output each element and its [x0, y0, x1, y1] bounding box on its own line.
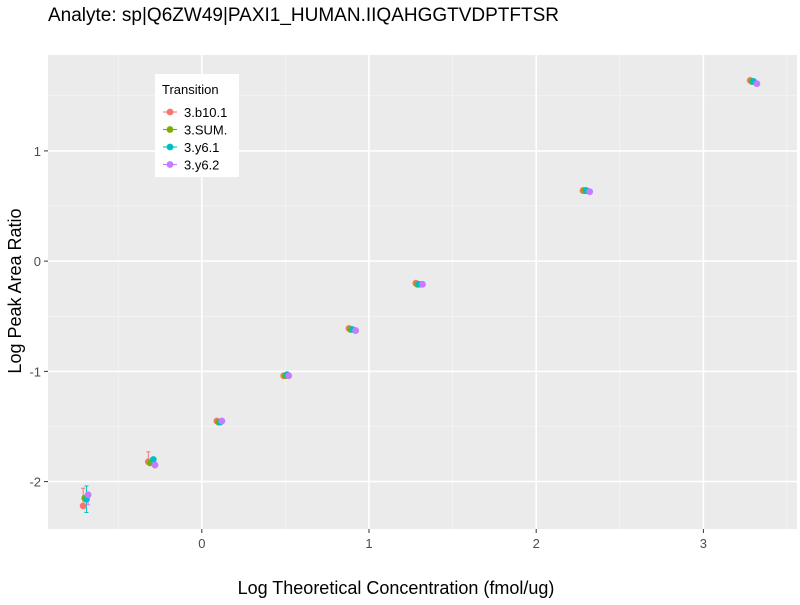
data-point	[79, 502, 87, 510]
legend-key-point	[166, 143, 174, 151]
data-point	[218, 417, 226, 425]
y-tick-label: 1	[34, 144, 41, 159]
data-point	[84, 491, 92, 499]
y-tick-label: -1	[29, 364, 41, 379]
legend-label: 3.y6.2	[184, 158, 219, 173]
legend-items: 3.b10.1 3.SUM. 3.y6.1 3.y6.2	[163, 105, 227, 173]
legend-key-point	[166, 108, 174, 116]
data-point	[419, 280, 426, 288]
data-point	[151, 461, 159, 469]
data-point	[285, 372, 293, 380]
data-point	[352, 327, 360, 334]
axis-layer: 0 1 2 3 -2 -1 0 1	[29, 144, 707, 551]
y-tick-label: 0	[34, 254, 41, 269]
x-axis-label: Log Theoretical Concentration (fmol/ug)	[238, 578, 555, 598]
chart-title: Analyte: sp|Q6ZW49|PAXI1_HUMAN.IIQAHGGTV…	[48, 5, 559, 26]
y-axis-label: Log Peak Area Ratio	[5, 208, 25, 373]
legend-key-point	[166, 126, 174, 133]
x-tick-label: 2	[533, 536, 540, 551]
legend-label: 3.b10.1	[184, 105, 227, 120]
legend-title: Transition	[162, 82, 219, 97]
data-point	[586, 188, 594, 196]
legend-label: 3.y6.1	[184, 140, 219, 155]
legend-box	[155, 74, 239, 177]
data-point	[149, 456, 157, 463]
data-point	[753, 80, 761, 88]
legend: Transition 3.b10.1 3.SUM. 3.y6.1 3.y6.2	[155, 74, 239, 177]
legend-label: 3.SUM.	[184, 123, 227, 138]
data-points	[79, 76, 761, 510]
x-tick-label: 0	[198, 536, 205, 551]
legend-key-point	[166, 161, 174, 168]
x-tick-label: 3	[700, 536, 707, 551]
x-tick-label: 1	[365, 536, 372, 551]
y-tick-label: -2	[29, 475, 41, 490]
